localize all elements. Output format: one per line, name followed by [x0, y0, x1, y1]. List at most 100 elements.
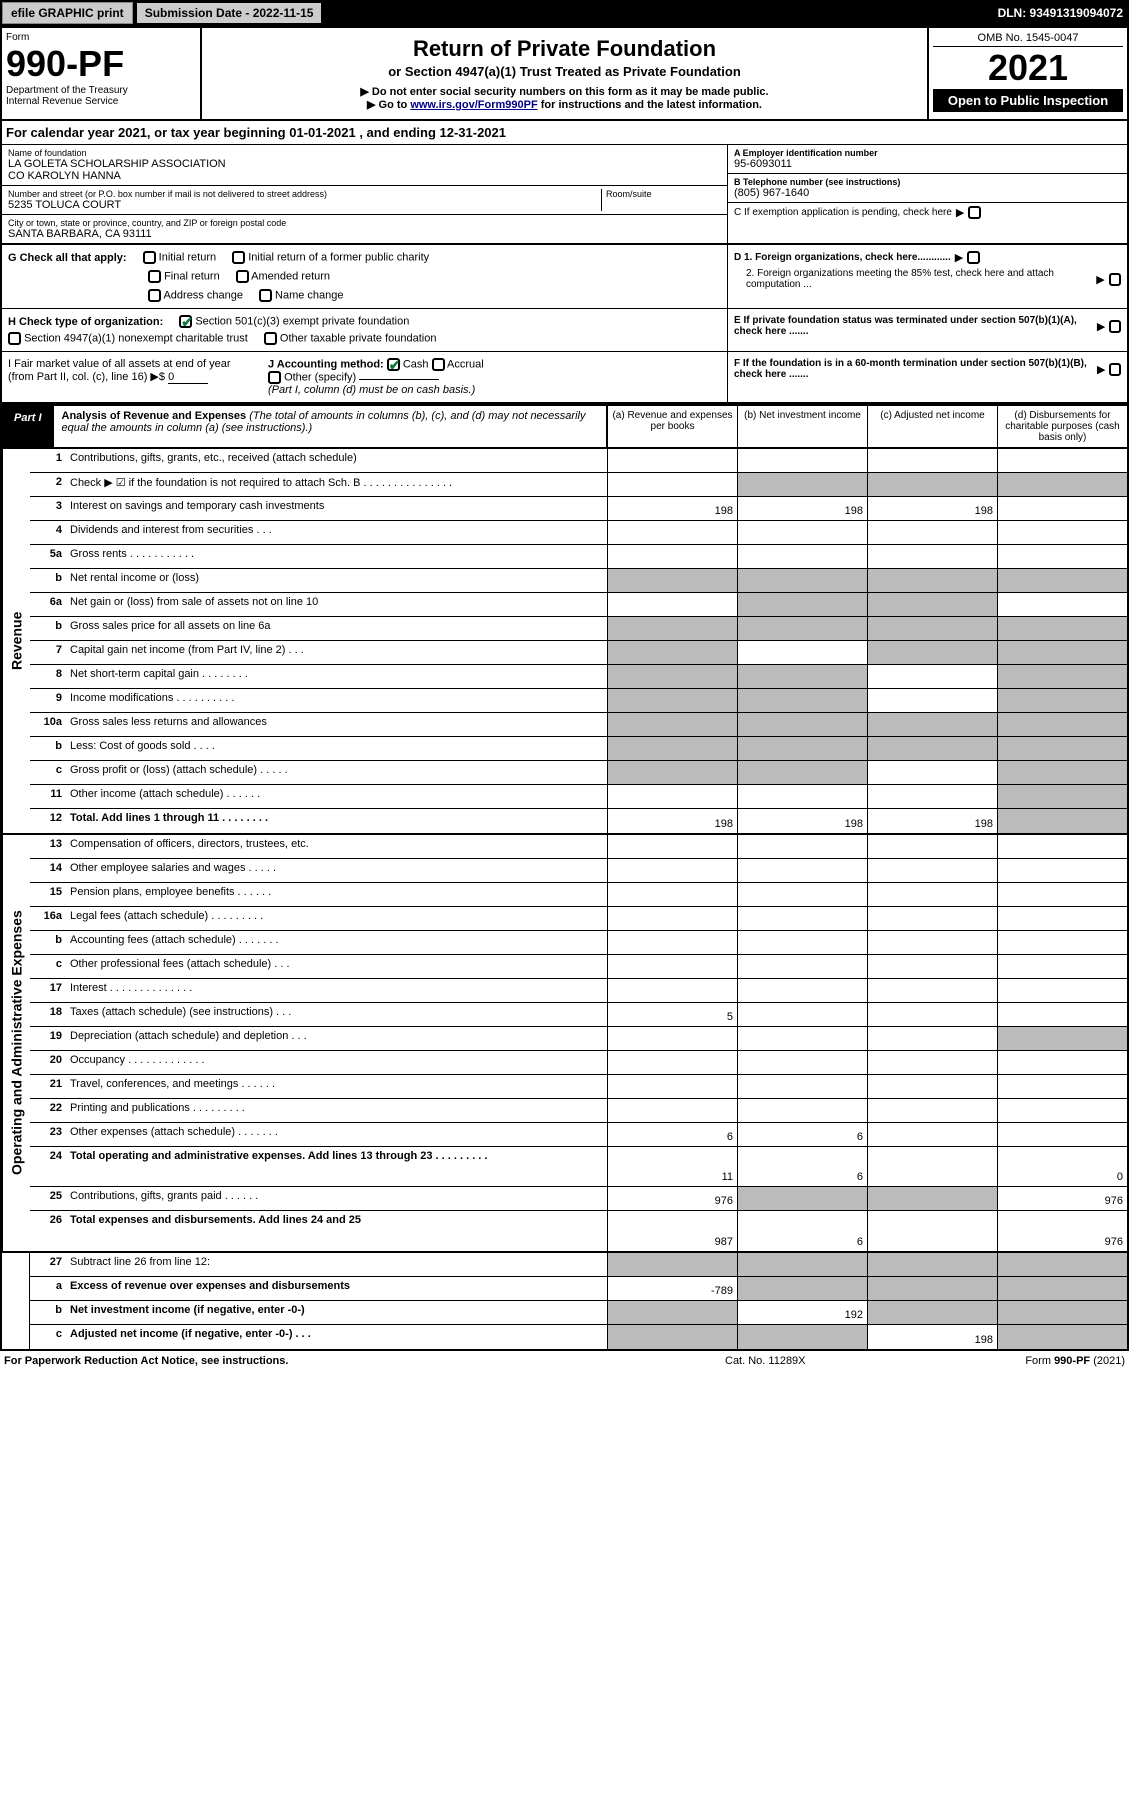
row-number: 8 [30, 665, 66, 688]
cell-d [997, 713, 1127, 736]
tax-year: 2021 [933, 47, 1123, 89]
row-number: 3 [30, 497, 66, 520]
cell-d [997, 641, 1127, 664]
row-number: 19 [30, 1027, 66, 1050]
table-row: 15Pension plans, employee benefits . . .… [30, 883, 1127, 907]
g-name-change-checkbox[interactable] [259, 289, 272, 302]
row-number: a [30, 1277, 66, 1300]
cell-c [867, 569, 997, 592]
row-number: c [30, 955, 66, 978]
row-text: Total expenses and disbursements. Add li… [66, 1211, 607, 1251]
cell-d [997, 1099, 1127, 1122]
h-other-taxable-checkbox[interactable] [264, 332, 277, 345]
cell-a [607, 713, 737, 736]
cell-c [867, 449, 997, 472]
j-opt-1: Accrual [447, 358, 484, 370]
col-c-header: (c) Adjusted net income [867, 406, 997, 447]
cell-c [867, 593, 997, 616]
form-header-right: OMB No. 1545-0047 2021 Open to Public In… [927, 28, 1127, 119]
g-initial-public-checkbox[interactable] [232, 251, 245, 264]
cell-b: 192 [737, 1301, 867, 1324]
row-text: Net short-term capital gain . . . . . . … [66, 665, 607, 688]
cell-a [607, 761, 737, 784]
cell-a [607, 449, 737, 472]
table-row: 22Printing and publications . . . . . . … [30, 1099, 1127, 1123]
d2-checkbox[interactable] [1109, 273, 1121, 286]
h-row: H Check type of organization: Section 50… [0, 309, 1129, 352]
form-warning: ▶ Do not enter social security numbers o… [210, 85, 919, 98]
cell-d [997, 689, 1127, 712]
d1-checkbox[interactable] [967, 251, 980, 264]
cell-a: 6 [607, 1123, 737, 1146]
table-row: 23Other expenses (attach schedule) . . .… [30, 1123, 1127, 1147]
e-checkbox[interactable] [1109, 320, 1121, 333]
j-cash-checkbox[interactable] [387, 358, 400, 371]
row-number: 24 [30, 1147, 66, 1186]
cell-a [607, 473, 737, 496]
cell-b [737, 1253, 867, 1276]
g-opt-4: Address change [163, 289, 243, 301]
cell-b [737, 1187, 867, 1210]
j-accrual-checkbox[interactable] [432, 358, 445, 371]
irs: Internal Revenue Service [6, 96, 196, 107]
cell-c [867, 979, 997, 1002]
cell-b [737, 713, 867, 736]
revenue-side-label: Revenue [2, 449, 30, 833]
cell-b: 198 [737, 809, 867, 833]
row-text: Other expenses (attach schedule) . . . .… [66, 1123, 607, 1146]
h-501c3-checkbox[interactable] [179, 315, 192, 328]
cell-c [867, 835, 997, 858]
form-goto-link[interactable]: www.irs.gov/Form990PF [410, 99, 537, 111]
cell-a [607, 1099, 737, 1122]
cell-a: 198 [607, 497, 737, 520]
cell-d [997, 1301, 1127, 1324]
g-amended-return-checkbox[interactable] [236, 270, 249, 283]
row-number: 25 [30, 1187, 66, 1210]
row-number: b [30, 617, 66, 640]
cell-a [607, 665, 737, 688]
row-text: Other income (attach schedule) . . . . .… [66, 785, 607, 808]
g-initial-return-checkbox[interactable] [143, 251, 156, 264]
cell-a [607, 1051, 737, 1074]
table-row: 14Other employee salaries and wages . . … [30, 859, 1127, 883]
cell-c [867, 1099, 997, 1122]
row-text: Net investment income (if negative, ente… [66, 1301, 607, 1324]
cell-d [997, 979, 1127, 1002]
cell-b [737, 641, 867, 664]
efile-print-button[interactable]: efile GRAPHIC print [2, 2, 133, 24]
table-row: 2Check ▶ ☑ if the foundation is not requ… [30, 473, 1127, 497]
h-opt-0: Section 501(c)(3) exempt private foundat… [195, 315, 409, 327]
cell-c [867, 1253, 997, 1276]
row-number: 5a [30, 545, 66, 568]
g-label: G Check all that apply: [8, 252, 127, 264]
f-checkbox[interactable] [1109, 363, 1121, 376]
row-text: Gross profit or (loss) (attach schedule)… [66, 761, 607, 784]
c-checkbox[interactable] [968, 206, 981, 219]
table-row: cOther professional fees (attach schedul… [30, 955, 1127, 979]
form-header-left: Form 990-PF Department of the Treasury I… [2, 28, 202, 119]
cell-d [997, 883, 1127, 906]
cell-c: 198 [867, 809, 997, 833]
row-text: Travel, conferences, and meetings . . . … [66, 1075, 607, 1098]
g-final-return-checkbox[interactable] [148, 270, 161, 283]
table-row: 12Total. Add lines 1 through 11 . . . . … [30, 809, 1127, 833]
table-row: 3Interest on savings and temporary cash … [30, 497, 1127, 521]
row-number: 7 [30, 641, 66, 664]
cell-a [607, 1253, 737, 1276]
g-address-change-checkbox[interactable] [148, 289, 161, 302]
cell-a: 198 [607, 809, 737, 833]
table-row: bNet rental income or (loss) [30, 569, 1127, 593]
cell-b [737, 569, 867, 592]
cell-d [997, 449, 1127, 472]
row-text: Other employee salaries and wages . . . … [66, 859, 607, 882]
j-other-checkbox[interactable] [268, 371, 281, 384]
cell-b [737, 1075, 867, 1098]
table-row: 7Capital gain net income (from Part IV, … [30, 641, 1127, 665]
cell-c [867, 859, 997, 882]
table-row: 10aGross sales less returns and allowanc… [30, 713, 1127, 737]
cell-a [607, 931, 737, 954]
open-public: Open to Public Inspection [933, 89, 1123, 112]
row-text: Income modifications . . . . . . . . . . [66, 689, 607, 712]
g-opt-2: Final return [164, 270, 220, 282]
h-4947-checkbox[interactable] [8, 332, 21, 345]
